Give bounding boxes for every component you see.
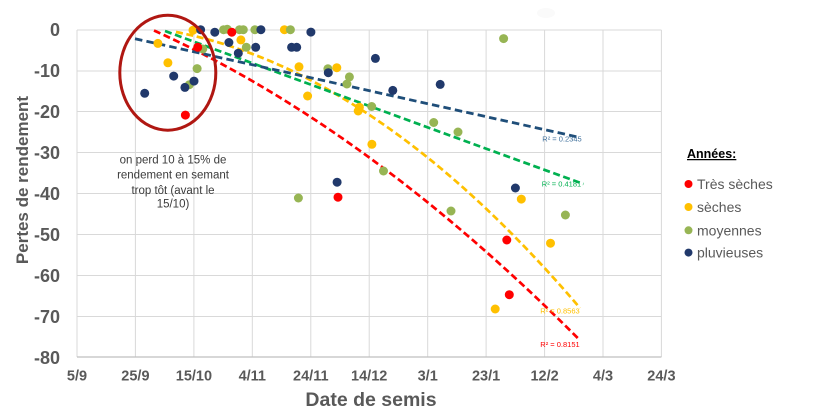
svg-text:-80: -80 <box>34 348 60 368</box>
svg-text:23/1: 23/1 <box>472 369 500 385</box>
svg-text:-70: -70 <box>34 307 60 327</box>
svg-text:24/11: 24/11 <box>293 369 329 385</box>
svg-text:moyennes: moyennes <box>697 222 762 238</box>
svg-text:R² = 0.8151: R² = 0.8151 <box>540 340 579 349</box>
svg-text:15/10): 15/10) <box>157 198 190 210</box>
svg-text:-40: -40 <box>34 184 60 204</box>
svg-text:Pertes de rendement: Pertes de rendement <box>13 96 32 265</box>
svg-text:sèches: sèches <box>697 199 741 215</box>
svg-text:4/3: 4/3 <box>593 369 613 385</box>
svg-text:trop tôt (avant le: trop tôt (avant le <box>131 185 214 197</box>
svg-text:14/12: 14/12 <box>351 369 387 385</box>
svg-text:-50: -50 <box>34 225 60 245</box>
svg-text:R² = 0.2345: R² = 0.2345 <box>542 135 581 144</box>
svg-text:Très sèches: Très sèches <box>697 176 773 192</box>
svg-text:pluvieuses: pluvieuses <box>697 245 763 261</box>
svg-text:R² = 0.4181: R² = 0.4181 <box>542 180 581 189</box>
svg-text:on perd 10 à 15% de: on perd 10 à 15% de <box>120 155 227 167</box>
svg-text:24/3: 24/3 <box>647 369 675 385</box>
svg-text:R² = 0.8563: R² = 0.8563 <box>540 307 579 316</box>
svg-text:5/9: 5/9 <box>67 369 87 385</box>
svg-text:-20: -20 <box>34 102 60 122</box>
svg-text:rendement en semant: rendement en semant <box>117 170 230 182</box>
svg-text:-60: -60 <box>34 266 60 286</box>
svg-text:-10: -10 <box>34 61 60 81</box>
svg-text:3/1: 3/1 <box>418 369 438 385</box>
svg-text:0: 0 <box>50 20 60 40</box>
svg-text:4/11: 4/11 <box>239 369 266 385</box>
svg-text:12/2: 12/2 <box>530 369 558 385</box>
svg-text:Date de semis: Date de semis <box>305 389 436 411</box>
svg-text:Années:: Années: <box>687 147 736 161</box>
svg-text:-30: -30 <box>34 143 60 163</box>
svg-text:15/10: 15/10 <box>176 369 212 385</box>
svg-text:25/9: 25/9 <box>121 369 149 385</box>
